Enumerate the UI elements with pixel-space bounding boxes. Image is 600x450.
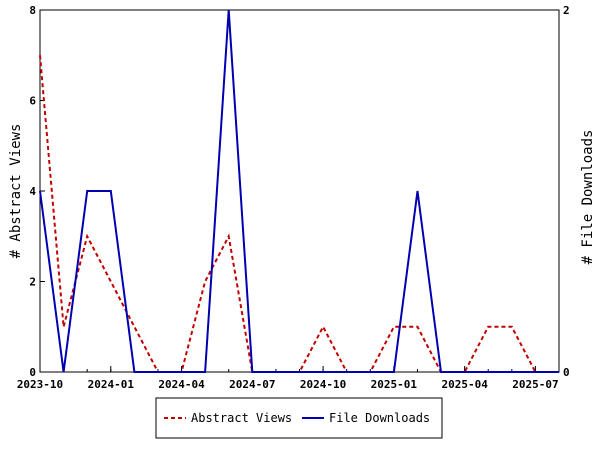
left-tick-label: 2: [29, 276, 36, 289]
legend-label-abstract-views: Abstract Views: [191, 411, 292, 425]
series-line-abstract-views: [39, 55, 559, 373]
x-tick-label: 2025-07: [512, 378, 558, 391]
series-layer: [39, 9, 559, 373]
plot-frame: [39, 9, 560, 373]
series-line-file-downloads: [39, 9, 559, 373]
left-tick-label: 6: [29, 95, 36, 108]
plot-area-border: [39, 9, 560, 373]
legend-label-file-downloads: File Downloads: [329, 411, 430, 425]
x-tick-label: 2024-01: [88, 378, 135, 391]
right-tick-label: 0: [563, 366, 570, 379]
left-y-axis: 0 2 4 6 8: [29, 4, 45, 379]
left-tick-label: 0: [29, 366, 36, 379]
x-tick-label: 2025-01: [371, 378, 418, 391]
right-tick-label: 2: [563, 4, 570, 17]
x-tick-label: 2024-07: [229, 378, 275, 391]
left-tick-label: 8: [29, 4, 36, 17]
right-axis-title: # File Downloads: [580, 130, 596, 265]
left-axis-title: # Abstract Views: [8, 124, 24, 259]
legend-box: [155, 397, 443, 439]
x-axis: 2023-10 2024-01 2024-04 2024-07 2024-10 2025-…: [17, 366, 560, 391]
legend: Abstract Views File Downloads: [155, 397, 443, 439]
x-tick-label: 2024-10: [300, 378, 346, 391]
right-y-axis: 02: [554, 4, 570, 379]
x-tick-label: 2025-04: [441, 378, 488, 391]
x-tick-label: 2023-10: [17, 378, 63, 391]
left-tick-label: 4: [29, 185, 36, 198]
x-tick-label: 2024-04: [158, 378, 205, 391]
